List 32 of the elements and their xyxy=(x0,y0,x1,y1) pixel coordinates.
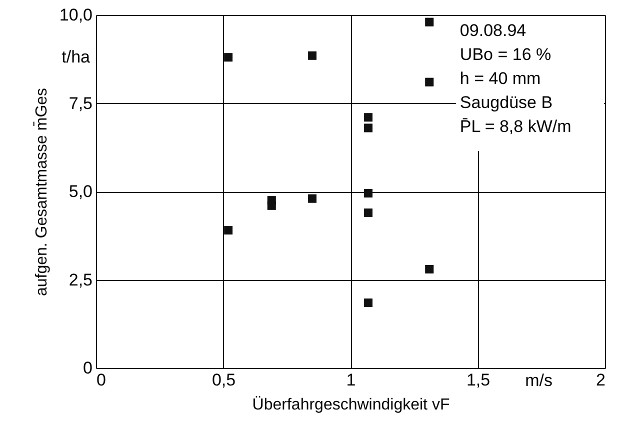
point xyxy=(224,226,233,235)
point xyxy=(308,51,317,60)
annotation: 09.08.94 xyxy=(460,21,526,40)
point xyxy=(224,53,233,62)
point xyxy=(364,124,372,132)
text: m/s xyxy=(525,371,553,390)
point xyxy=(364,208,372,217)
point xyxy=(425,264,434,274)
y-tick-label: 10,0 xyxy=(59,6,92,24)
point xyxy=(308,194,317,203)
point xyxy=(425,78,434,86)
annotation: Saugdüse B xyxy=(460,93,553,112)
point xyxy=(425,18,434,26)
point xyxy=(267,201,276,210)
text: t/ha xyxy=(62,47,91,66)
y-tick-label: 5,0 xyxy=(68,182,92,201)
point xyxy=(364,298,372,307)
annotation: UBo = 16 % xyxy=(460,45,552,64)
point xyxy=(364,189,372,198)
y-tick-label: 2,5 xyxy=(68,270,92,290)
y-tick-label: 0 xyxy=(83,358,92,378)
y-tick-label: 7,5 xyxy=(68,94,92,113)
x-tick-label: 1 xyxy=(346,370,356,390)
x-tick-label: 2 xyxy=(596,370,606,390)
annotation: P̄L = 8,8 kW/m xyxy=(460,117,572,136)
x-axis-title: Überfahrgeschwindigkeit vF xyxy=(252,396,450,414)
annotation: h = 40 mm xyxy=(460,69,541,88)
x-tick-label: 0 xyxy=(96,370,106,390)
x-tick-label: 1,5 xyxy=(466,370,490,390)
y-axis-title: aufgen. Gesamtmasse m̄Ges xyxy=(32,88,50,296)
point xyxy=(364,113,372,122)
x-tick-label: 0,5 xyxy=(212,370,236,390)
